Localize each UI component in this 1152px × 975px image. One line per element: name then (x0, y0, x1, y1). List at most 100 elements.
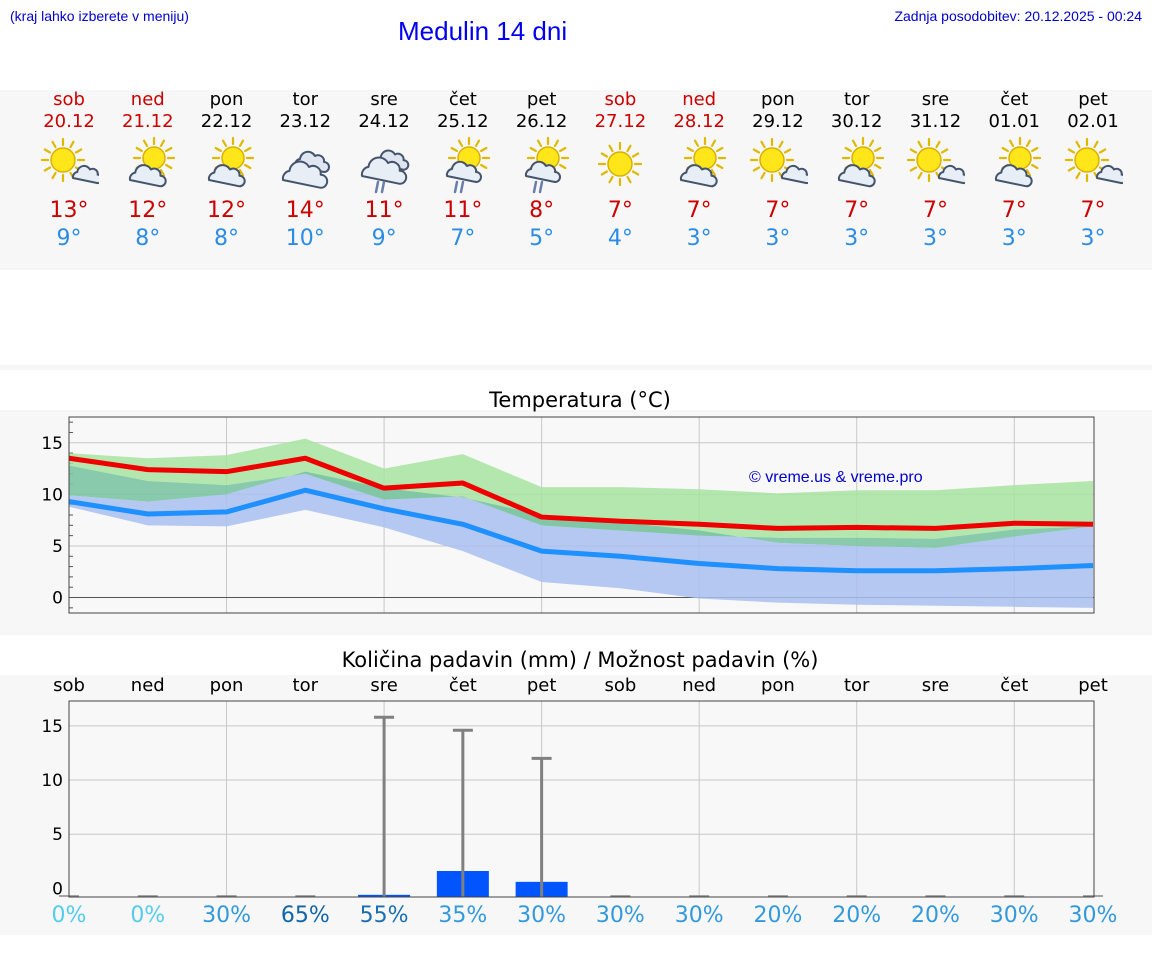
cloud-sun-icon (995, 136, 1042, 188)
min-temp: 8° (135, 226, 161, 251)
precip-day-label: ned (682, 675, 717, 696)
day-column: ned 28.12 (659, 89, 739, 133)
precip-day-label: ned (130, 675, 165, 696)
max-temp: 11° (443, 198, 483, 223)
precip-day-label: čet (1000, 675, 1029, 696)
precip-probability: 20% (911, 903, 960, 928)
precip-probability: 30% (1068, 903, 1118, 928)
precip-frame (68, 700, 1095, 898)
day-date: 22.12 (200, 111, 253, 132)
day-name: sob (53, 89, 85, 110)
location-hint: (kraj lahko izberete v meniju) (10, 8, 189, 24)
max-temp: 7° (1080, 198, 1106, 223)
max-temp: 11° (364, 198, 404, 223)
precip-plot-area (69, 701, 1094, 897)
day-date: 20.12 (43, 111, 95, 132)
sun-cloud-icon (1064, 137, 1123, 185)
max-temp: 7° (607, 198, 633, 223)
day-date: 01.01 (988, 111, 1040, 132)
day-name: ned (682, 89, 717, 110)
watermark-text: © vreme.us & vreme.pro (749, 469, 923, 486)
min-temp: 3° (1080, 226, 1106, 251)
day-date: 28.12 (673, 111, 725, 132)
max-temp: 13° (49, 198, 89, 223)
day-date: 26.12 (515, 111, 568, 132)
y-tick-label: 5 (52, 825, 63, 845)
last-updated: Zadnja posodobitev: 20.12.2025 - 00:24 (894, 8, 1142, 24)
precip-probability: 20% (753, 903, 803, 928)
y-tick-label: 15 (41, 717, 63, 737)
day-name: pet (526, 89, 557, 110)
day-date: 21.12 (122, 111, 174, 132)
y-tick-label: 5 (52, 537, 63, 557)
day-column: pon 29.12 (738, 89, 818, 133)
day-date: 25.12 (437, 111, 489, 132)
min-temp: 3° (765, 226, 791, 251)
page-title: Medulin 14 dni (398, 16, 568, 46)
day-column: čet 01.01 (974, 89, 1054, 133)
min_range-band (69, 471, 1094, 608)
max-temp: 7° (765, 198, 791, 223)
precip-probability: 0% (51, 903, 87, 928)
day-date: 31.12 (909, 111, 962, 132)
min-temp: 3° (844, 226, 870, 251)
day-column: sre 31.12 (895, 89, 975, 133)
precip-day-label: tor (292, 675, 319, 696)
min-temp: 9° (371, 226, 397, 251)
precip-probability: 35% (438, 903, 488, 928)
precip-probability: 30% (517, 903, 567, 928)
sun-cloud-rain-icon (445, 136, 490, 194)
day-name: tor (843, 89, 870, 110)
max-temp: 7° (844, 198, 870, 223)
precip-probability: 30% (595, 903, 645, 928)
max-temp: 7° (1001, 198, 1027, 223)
temperature-title: Temperatura (°C) (489, 388, 671, 412)
temp-frame (68, 416, 1095, 614)
y-tick-label: 0 (52, 589, 63, 609)
precip-probability: 0% (130, 903, 166, 928)
max-temp: 14° (285, 198, 325, 223)
day-column: čet 25.12 (423, 89, 503, 133)
day-name: pon (209, 89, 244, 110)
cloud-rain-icon (360, 149, 410, 194)
cloud-sun-icon (837, 136, 884, 188)
precip-day-label: pon (209, 675, 244, 696)
precip-day-label: sre (370, 675, 398, 696)
day-name: pet (1078, 89, 1108, 110)
day-name: pon (760, 89, 795, 110)
precip-day-label: pet (526, 675, 557, 696)
day-name: sob (604, 89, 637, 110)
precip-day-label: sre (921, 675, 950, 696)
min-temp: 3° (922, 226, 948, 251)
min-temp: 5° (529, 226, 555, 251)
max-temp: 12° (207, 198, 247, 223)
precip-probability: 30% (202, 903, 251, 928)
min-temp: 7° (450, 226, 476, 251)
max-temp: 7° (686, 198, 712, 223)
cloud-sun-icon (207, 136, 254, 188)
y-tick-label: 15 (41, 434, 63, 454)
max-temp-line (68, 455, 1094, 531)
max-temp: 8° (529, 198, 555, 223)
precip-day-label: pon (760, 675, 795, 696)
day-date: 27.12 (594, 111, 647, 132)
precip-probability: 65% (280, 903, 330, 928)
sun-cloud-rain-icon (524, 136, 569, 194)
precip-day-label: sob (53, 675, 85, 696)
day-name: sre (370, 89, 398, 110)
precip-day-label: sob (604, 675, 637, 696)
sun-cloud-icon (749, 137, 808, 185)
day-column: sob 20.12 (29, 89, 109, 133)
day-date: 24.12 (358, 111, 410, 132)
precip-day-label: pet (1078, 675, 1108, 696)
precip-probability: 20% (832, 903, 882, 928)
day-name: sre (921, 89, 950, 110)
day-name: čet (448, 89, 477, 110)
max-temp: 12° (128, 198, 168, 223)
y-tick-label: 10 (41, 771, 63, 791)
y-tick-label: 10 (41, 485, 63, 505)
overlap-band (69, 465, 1094, 549)
day-name: ned (130, 89, 165, 110)
